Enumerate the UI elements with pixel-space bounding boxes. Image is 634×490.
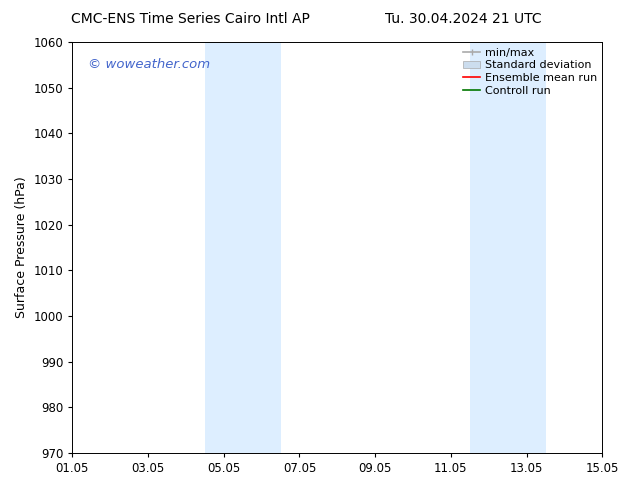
Text: CMC-ENS Time Series Cairo Intl AP: CMC-ENS Time Series Cairo Intl AP bbox=[71, 12, 309, 26]
Bar bbox=[470, 42, 545, 453]
Text: © woweather.com: © woweather.com bbox=[88, 58, 210, 72]
Text: Tu. 30.04.2024 21 UTC: Tu. 30.04.2024 21 UTC bbox=[384, 12, 541, 26]
Bar bbox=[205, 42, 280, 453]
Legend: min/max, Standard deviation, Ensemble mean run, Controll run: min/max, Standard deviation, Ensemble me… bbox=[463, 48, 597, 96]
Y-axis label: Surface Pressure (hPa): Surface Pressure (hPa) bbox=[15, 176, 28, 318]
